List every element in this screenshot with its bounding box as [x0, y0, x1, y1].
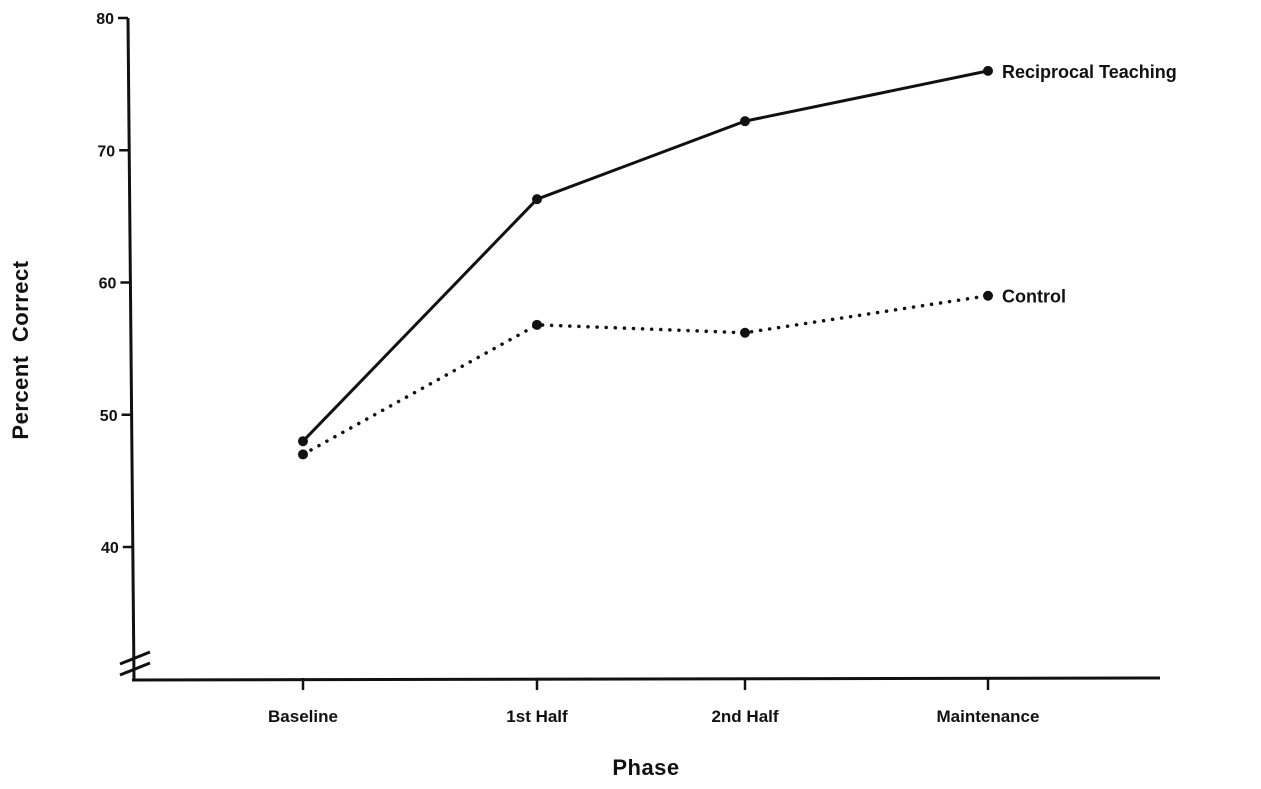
y-axis-line	[126, 17, 136, 681]
data-point	[740, 327, 750, 338]
data-point	[532, 194, 542, 205]
axis-break-mark	[119, 661, 151, 677]
axes	[119, 17, 1161, 682]
series-line	[301, 293, 990, 457]
y-tick-label: 70	[97, 143, 115, 160]
data-point	[298, 449, 308, 460]
series-label: Control	[1002, 287, 1066, 307]
x-tick-label: 1st Half	[506, 707, 568, 726]
series-label: Reciprocal Teaching	[1002, 62, 1177, 82]
data-point	[983, 65, 993, 76]
tick-group: 40 50 60 70 80 Baseline 1st Half 2nd Half Mainte…	[96, 11, 1039, 726]
series-group: Reciprocal Teaching Control	[298, 62, 1177, 460]
y-tick-label: 50	[100, 408, 118, 425]
x-tick-label: 2nd Half	[711, 707, 778, 726]
x-axis-title: Phase	[612, 755, 679, 780]
x-axis-line	[131, 676, 1161, 682]
y-axis-title: Percent Correct	[8, 260, 33, 439]
series-0: Reciprocal Teaching	[298, 62, 1177, 447]
series-1: Control	[298, 287, 1066, 460]
y-tick-label: 80	[96, 11, 114, 28]
data-point	[740, 116, 750, 127]
series-line	[301, 69, 990, 443]
data-point	[983, 290, 993, 301]
x-tick-label: Maintenance	[937, 707, 1040, 726]
data-point	[298, 436, 308, 447]
axis-break-mark	[119, 650, 151, 666]
data-point	[532, 319, 542, 330]
y-tick-label: 60	[99, 276, 117, 293]
x-tick-label: Baseline	[268, 707, 338, 726]
y-tick-label: 40	[101, 540, 119, 557]
